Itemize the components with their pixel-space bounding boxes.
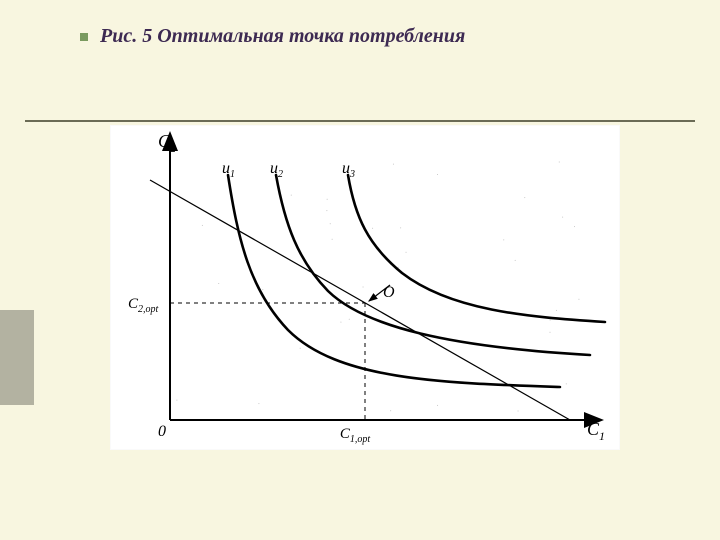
scan-noise	[326, 210, 327, 211]
indifference-curve-u2	[276, 175, 590, 355]
scan-noise	[327, 199, 328, 200]
scan-noise	[291, 195, 292, 196]
slide: Рис. 5 Оптимальная точка потребления 0 C2…	[0, 0, 720, 540]
y-axis-label: C2	[158, 131, 176, 155]
scan-noise	[340, 322, 341, 323]
x-axis-label: C1	[587, 419, 605, 443]
scan-noise	[550, 332, 551, 333]
scan-noise	[332, 239, 333, 240]
scan-noise	[503, 239, 504, 240]
scan-noise	[400, 227, 401, 228]
scan-noise	[300, 348, 301, 349]
scan-noise	[550, 319, 551, 320]
title-text: Рис. 5 Оптимальная точка потребления	[100, 25, 465, 47]
origin-label: 0	[158, 423, 166, 440]
horizontal-rule	[25, 120, 695, 122]
indifference-curve-u1	[228, 175, 560, 387]
c1-opt-label: C1,opt	[340, 426, 371, 445]
scan-noise	[559, 161, 560, 162]
scan-noise	[437, 405, 438, 406]
scan-noise	[393, 164, 394, 165]
scan-noise	[363, 287, 364, 288]
scan-noise	[398, 267, 399, 268]
scan-noise	[562, 217, 563, 218]
title-bullet-icon	[80, 33, 88, 41]
scan-noise	[578, 299, 579, 300]
scan-noise	[258, 403, 259, 404]
scan-noise	[437, 174, 438, 175]
scan-noise	[518, 410, 519, 411]
scan-noise	[202, 225, 203, 226]
scan-noise	[372, 228, 373, 229]
scan-noise	[556, 310, 557, 311]
scan-noise	[330, 223, 331, 224]
scan-noise	[218, 283, 219, 284]
slide-title: Рис. 5 Оптимальная точка потребления	[80, 25, 465, 48]
chart-panel: 0C2C1u1u2u3OC1,optC2,opt	[110, 125, 620, 450]
scan-noise	[176, 400, 177, 401]
scan-noise	[349, 319, 350, 320]
scan-noise	[262, 289, 263, 290]
scan-noise	[566, 383, 567, 384]
scan-noise	[574, 226, 575, 227]
scan-noise	[524, 197, 525, 198]
scan-noise	[515, 260, 516, 261]
left-decorative-block	[0, 310, 34, 405]
optimal-point-label: O	[383, 284, 395, 301]
c2-opt-label: C2,opt	[128, 296, 159, 315]
scan-noise	[390, 410, 391, 411]
indifference-chart: 0C2C1u1u2u3OC1,optC2,opt	[110, 125, 620, 450]
scan-noise	[406, 252, 407, 253]
